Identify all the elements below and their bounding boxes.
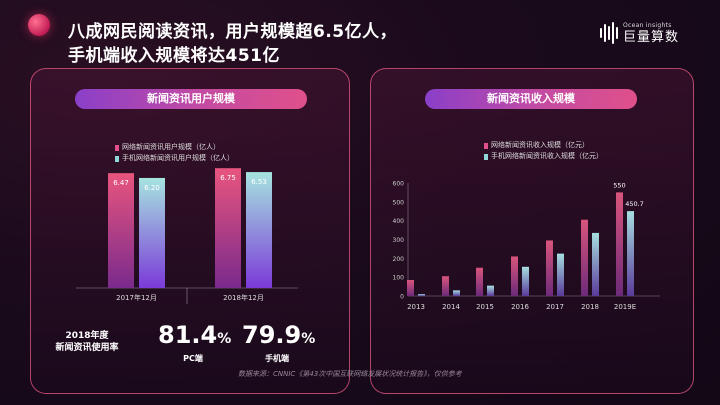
pc-usage-value: 81.4 — [158, 321, 218, 349]
legend-item-mobile-users: 手机网络新闻资讯用户规模（亿人） — [115, 153, 234, 164]
revenue-chart-title: 新闻资讯收入规模 — [425, 89, 637, 109]
x-tick-label-2: 2015 — [476, 303, 494, 311]
usage-rate-label: 2018年度 新闻资讯使用率 — [55, 331, 119, 353]
revenue-legend: 网络新闻资讯收入规模（亿元） 手机网络新闻资讯收入规模（亿元） — [484, 140, 603, 162]
y-tick-label-4: 400 — [393, 218, 405, 225]
pc-usage-stat: 81.4% PC端 — [158, 321, 232, 363]
brand-logo: Ocean insights 巨量算数 — [600, 22, 679, 44]
legend-swatch-pink — [115, 144, 119, 151]
legend-item-mobile-revenue: 手机网络新闻资讯收入规模（亿元） — [484, 151, 603, 162]
bar-total-users-1 — [215, 168, 241, 288]
bar-total-revenue-0 — [407, 279, 414, 296]
x-tick-label-3: 2016 — [511, 303, 529, 311]
bar-total-revenue-5 — [581, 219, 588, 296]
x-tick-label-0: 2017年12月 — [116, 293, 157, 302]
x-tick-label-4: 2017 — [546, 303, 564, 311]
bar-total-revenue-1 — [442, 276, 449, 296]
y-tick-label-3: 300 — [393, 237, 405, 244]
bar-mobile-users-0 — [139, 177, 165, 288]
data-label-mobile-revenue-2019: 450.7 — [625, 200, 644, 208]
y-tick-label-0: 0 — [400, 294, 404, 301]
data-label-mobile-users-0: 6.20 — [144, 184, 160, 192]
page-title: 八成网民阅读资讯，用户规模超6.5亿人， 手机端收入规模将达451亿 — [68, 20, 488, 68]
y-tick-label-6: 600 — [393, 181, 405, 188]
mobile-usage-stat: 79.9% 手机端 — [242, 321, 316, 363]
data-label-total-revenue-2019: 550 — [613, 181, 625, 189]
bar-mobile-revenue-2 — [487, 285, 494, 296]
x-tick-label-0: 2013 — [407, 303, 425, 311]
legend-swatch-teal — [115, 155, 119, 162]
data-label-mobile-users-1: 6.53 — [251, 178, 267, 186]
pc-usage-label: PC端 — [183, 354, 203, 363]
user-scale-legend: 网络新闻资讯用户规模（亿人） 手机网络新闻资讯用户规模（亿人） — [115, 142, 234, 164]
revenue-scale-panel — [370, 68, 694, 394]
legend-item-total-revenue: 网络新闻资讯收入规模（亿元） — [484, 140, 603, 151]
data-label-total-users-1: 6.75 — [220, 174, 236, 182]
bar-mobile-revenue-4 — [557, 253, 564, 296]
bar-total-revenue-3 — [511, 256, 518, 296]
brand-bars-icon — [600, 22, 618, 44]
mobile-usage-value: 79.9 — [242, 321, 302, 349]
page-title-line-1: 八成网民阅读资讯，用户规模超6.5亿人， — [68, 22, 398, 42]
brand-name: 巨量算数 — [623, 29, 680, 45]
x-tick-label-1: 2018年12月 — [223, 293, 264, 302]
corner-orb-decoration — [28, 14, 50, 36]
legend-swatch-teal — [484, 153, 488, 160]
bar-total-revenue-2 — [476, 267, 483, 296]
data-label-total-users-0: 6.47 — [113, 179, 129, 187]
bar-total-revenue-6 — [616, 192, 623, 296]
bar-mobile-revenue-0 — [418, 294, 425, 296]
bar-mobile-users-1 — [246, 172, 272, 288]
bar-mobile-revenue-5 — [592, 232, 599, 296]
bar-mobile-revenue-1 — [453, 290, 460, 296]
x-tick-label-6: 2019E — [614, 303, 636, 311]
legend-item-total-users: 网络新闻资讯用户规模（亿人） — [115, 142, 234, 153]
bar-mobile-revenue-6 — [627, 211, 634, 296]
data-source-note: 数据来源：CNNIC《第43次中国互联网络发展状况统计报告》，仅供参考 — [238, 370, 462, 378]
user-scale-chart-title: 新闻资讯用户规模 — [75, 89, 307, 109]
x-tick-label-1: 2014 — [442, 303, 460, 311]
bar-mobile-revenue-3 — [522, 266, 529, 296]
y-tick-label-2: 200 — [393, 256, 405, 263]
y-tick-label-1: 100 — [393, 275, 405, 282]
y-tick-label-5: 500 — [393, 199, 405, 206]
bar-total-users-0 — [108, 173, 134, 288]
legend-swatch-pink — [484, 142, 488, 149]
page-title-line-2: 手机端收入规模将达451亿 — [68, 46, 280, 66]
mobile-usage-label: 手机端 — [265, 354, 289, 363]
x-tick-label-5: 2018 — [581, 303, 599, 311]
user-scale-panel — [30, 68, 350, 394]
brand-tagline: Ocean insights — [623, 21, 672, 29]
bar-total-revenue-4 — [546, 240, 553, 296]
